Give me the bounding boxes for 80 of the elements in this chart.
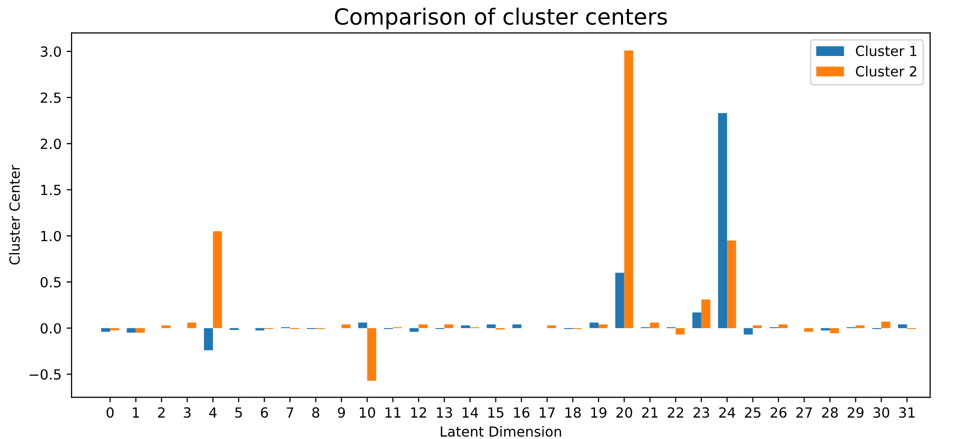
x-tick-label: 15	[488, 407, 504, 418]
x-tick-label: 0	[106, 407, 114, 418]
x-tick-label: 6	[260, 407, 268, 418]
x-tick-label: 14	[462, 407, 478, 418]
bar	[590, 322, 599, 328]
bar	[701, 300, 710, 328]
x-tick-label: 21	[642, 407, 658, 418]
y-tick-label: 2.5	[40, 92, 61, 103]
x-tick-label: 9	[338, 407, 345, 418]
x-tick-label: 31	[899, 407, 915, 418]
x-tick-label: 10	[360, 407, 376, 418]
bar	[101, 328, 110, 332]
y-tick-label: 0.0	[40, 323, 61, 334]
x-tick-label: 24	[719, 407, 736, 418]
y-tick-label: 2.0	[40, 138, 61, 150]
x-tick-label: 1	[132, 407, 139, 418]
x-tick-label: 7	[286, 407, 294, 418]
bar	[126, 328, 136, 333]
bar	[856, 325, 865, 328]
bar	[461, 325, 470, 328]
bar	[418, 324, 428, 328]
x-tick-label: 19	[591, 407, 606, 418]
bar	[204, 328, 213, 350]
bar	[162, 325, 171, 328]
y-tick-label: 1.5	[41, 184, 61, 196]
bar	[486, 324, 496, 328]
x-tick-label: 18	[566, 407, 581, 418]
x-tick-label: 4	[209, 407, 217, 418]
bar	[692, 312, 702, 328]
bar	[367, 328, 376, 381]
bar	[676, 328, 685, 335]
bar	[341, 324, 350, 328]
bar	[727, 240, 736, 328]
x-axis-title: Latent Dimension	[440, 426, 562, 437]
x-tick-label: 28	[822, 407, 838, 418]
bar	[804, 328, 814, 332]
bar	[650, 322, 659, 328]
y-tick-label: −0.5	[30, 369, 61, 380]
y-tick-label: 0.5	[40, 276, 61, 288]
x-tick-label: 26	[770, 407, 786, 418]
x-tick-label: 11	[386, 407, 400, 418]
bar	[752, 325, 762, 328]
bar	[547, 325, 556, 328]
bar	[830, 328, 839, 334]
legend-label: Cluster 2	[856, 66, 916, 77]
bar	[358, 322, 368, 328]
bar	[136, 328, 145, 333]
bar	[624, 50, 634, 328]
bar	[410, 328, 419, 332]
bar	[598, 324, 608, 328]
bar	[778, 324, 788, 328]
x-tick-label: 23	[694, 407, 710, 418]
x-tick-label: 2	[158, 407, 165, 418]
x-tick-label: 22	[668, 407, 684, 418]
x-tick-label: 8	[312, 407, 320, 418]
y-tick-label: 1.0	[41, 230, 61, 242]
bar	[512, 324, 522, 328]
bar	[212, 231, 222, 328]
x-tick-label: 13	[436, 407, 452, 418]
chart-title: Comparison of cluster centers	[334, 8, 667, 30]
bar	[744, 328, 753, 335]
bar	[718, 113, 728, 328]
x-tick-label: 20	[616, 407, 632, 418]
legend-label: Cluster 1	[856, 45, 916, 56]
bar	[187, 322, 196, 328]
x-tick-label: 3	[184, 407, 191, 418]
bar	[615, 272, 624, 328]
bar	[881, 322, 890, 328]
bar	[444, 324, 454, 328]
bar	[898, 324, 908, 328]
x-tick-label: 25	[744, 407, 760, 418]
x-tick-label: 12	[411, 407, 426, 418]
y-axis-title: Cluster Center	[9, 164, 20, 265]
x-tick-label: 17	[540, 407, 555, 418]
x-tick-label: 27	[796, 407, 812, 418]
x-tick-label: 29	[848, 407, 864, 418]
y-tick-label: 3.0	[40, 46, 61, 57]
x-tick-label: 5	[235, 407, 242, 418]
x-tick-label: 16	[514, 407, 530, 418]
x-tick-label: 30	[874, 407, 890, 418]
